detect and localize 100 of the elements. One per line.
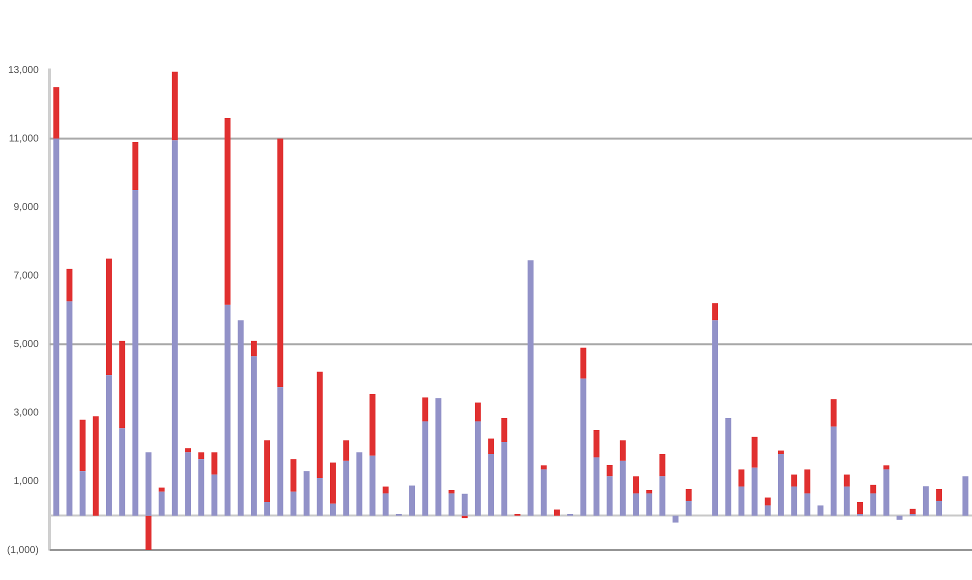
bar <box>316 478 323 516</box>
bar <box>672 516 679 523</box>
y-tick-label: 3,000 <box>14 408 40 419</box>
bar <box>844 474 850 487</box>
bar <box>501 418 508 442</box>
bar <box>778 450 784 454</box>
bar <box>462 516 468 518</box>
bar <box>356 452 362 516</box>
bar <box>185 452 191 516</box>
bar <box>290 459 296 492</box>
bar <box>172 140 178 516</box>
bar <box>211 474 218 516</box>
bar <box>488 438 494 454</box>
bar <box>633 493 639 516</box>
bar <box>158 492 165 516</box>
bar <box>53 138 60 516</box>
bar <box>830 426 837 516</box>
bar <box>830 399 837 427</box>
bar <box>185 448 191 452</box>
bar <box>277 138 284 388</box>
bar <box>422 421 428 516</box>
bar <box>791 486 798 516</box>
bar <box>80 420 86 472</box>
bar <box>448 490 455 494</box>
bar <box>211 452 218 475</box>
bar <box>370 394 376 456</box>
bar <box>172 72 178 140</box>
y-tick-label: 11,000 <box>8 133 40 144</box>
bar <box>606 464 613 476</box>
bar <box>606 476 613 516</box>
bar <box>764 498 771 506</box>
bar <box>594 430 600 458</box>
y-tick-label: (1,000) <box>6 544 39 556</box>
bar <box>791 474 798 487</box>
bar <box>738 486 744 516</box>
bar <box>146 516 152 550</box>
bar <box>106 258 112 376</box>
bar <box>659 476 666 516</box>
bar <box>224 304 231 516</box>
bar <box>804 469 810 494</box>
bar <box>580 348 586 379</box>
bar <box>422 397 428 422</box>
bar <box>198 452 204 460</box>
bar <box>132 142 138 190</box>
bar <box>883 465 890 470</box>
bar <box>857 502 863 514</box>
bar <box>659 454 666 476</box>
bar <box>778 454 784 516</box>
bar <box>435 398 442 516</box>
bar <box>712 320 718 516</box>
bar <box>264 502 270 516</box>
bar <box>238 320 244 516</box>
bar <box>752 468 758 516</box>
bar <box>712 303 718 320</box>
bar <box>738 469 744 487</box>
bar <box>277 387 284 516</box>
bar <box>119 428 126 516</box>
bar <box>804 493 810 516</box>
bar <box>540 469 547 516</box>
bar <box>132 190 138 516</box>
bar <box>66 301 72 516</box>
bar <box>633 476 639 494</box>
bar <box>92 416 99 516</box>
bar <box>910 508 916 514</box>
bar <box>474 421 481 516</box>
bar <box>158 488 165 492</box>
bar <box>936 488 942 501</box>
y-tick-label: 9,000 <box>14 202 40 213</box>
bar <box>540 465 547 470</box>
bar <box>646 490 652 494</box>
bar <box>620 440 626 461</box>
bar <box>646 493 652 516</box>
y-tick-label: 1,000 <box>14 476 40 488</box>
bar <box>870 493 876 516</box>
y-tick-label: 7,000 <box>14 270 40 282</box>
bar <box>554 510 560 516</box>
bar <box>382 486 389 494</box>
bar <box>264 440 270 502</box>
bar <box>686 500 692 516</box>
bar <box>501 442 508 516</box>
bar <box>686 488 692 501</box>
bar <box>936 500 942 516</box>
bar <box>330 504 336 516</box>
bar <box>119 340 126 428</box>
bar <box>80 471 86 516</box>
bar <box>594 457 600 516</box>
bar <box>66 268 72 302</box>
bar <box>883 469 890 516</box>
bar <box>198 459 204 516</box>
bar <box>343 460 350 516</box>
bar <box>106 375 112 516</box>
bar <box>382 493 389 516</box>
bar <box>474 402 481 422</box>
bar <box>764 505 771 516</box>
bar <box>896 516 902 520</box>
bar <box>528 260 534 516</box>
bar <box>870 484 876 494</box>
bar <box>343 440 350 461</box>
bar <box>844 486 850 516</box>
bar <box>488 454 494 516</box>
